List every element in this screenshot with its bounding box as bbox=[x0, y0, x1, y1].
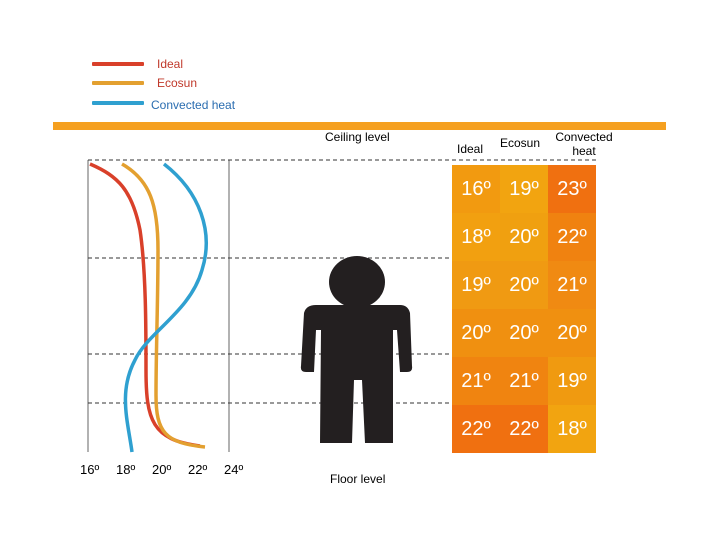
ideal-curve bbox=[89, 162, 201, 448]
cell-r6-convected: 18º bbox=[548, 405, 596, 453]
cell-r3-convected: 21º bbox=[548, 261, 596, 309]
column-header-convected: Convected heat bbox=[555, 130, 613, 158]
legend-label-ecosun: Ecosun bbox=[157, 76, 198, 90]
cell-r6-ecosun: 22º bbox=[500, 405, 548, 453]
cell-r3-ideal: 19º bbox=[452, 261, 500, 309]
cell-r6-ideal: 22º bbox=[452, 405, 500, 453]
ecosun-curve bbox=[121, 162, 206, 449]
cell-r1-ideal: 16º bbox=[452, 165, 500, 213]
x-tick-18: 18º bbox=[116, 462, 136, 477]
x-tick-20: 20º bbox=[152, 462, 172, 477]
cell-r4-convected: 20º bbox=[548, 309, 596, 357]
legend-line-ecosun bbox=[92, 81, 144, 85]
x-tick-16: 16º bbox=[80, 462, 100, 477]
cell-r5-convected: 19º bbox=[548, 357, 596, 405]
cell-r1-ecosun: 19º bbox=[500, 165, 548, 213]
cell-r4-ideal: 20º bbox=[452, 309, 500, 357]
cell-r4-ecosun: 20º bbox=[500, 309, 548, 357]
cell-r2-ideal: 18º bbox=[452, 213, 500, 261]
cell-r3-ecosun: 20º bbox=[500, 261, 548, 309]
floor-label: Floor level bbox=[330, 472, 386, 486]
x-tick-22: 22º bbox=[188, 462, 208, 477]
x-tick-24: 24º bbox=[224, 462, 244, 477]
column-header-ideal: Ideal bbox=[456, 142, 484, 156]
legend-label-convected: Convected heat bbox=[151, 98, 236, 112]
legend-label-ideal: Ideal bbox=[157, 57, 184, 71]
ceiling-label: Ceiling level bbox=[325, 130, 390, 144]
convected-heat-curve bbox=[123, 162, 208, 453]
ceiling-bar bbox=[53, 122, 666, 130]
legend-line-ideal bbox=[92, 62, 144, 66]
cell-r5-ecosun: 21º bbox=[500, 357, 548, 405]
cell-r2-convected: 22º bbox=[548, 213, 596, 261]
legend-line-convected bbox=[92, 101, 144, 105]
cell-r2-ecosun: 20º bbox=[500, 213, 548, 261]
person-silhouette-icon bbox=[300, 256, 413, 443]
cell-r5-ideal: 21º bbox=[452, 357, 500, 405]
cell-r1-convected: 23º bbox=[548, 165, 596, 213]
column-header-ecosun: Ecosun bbox=[499, 136, 541, 150]
